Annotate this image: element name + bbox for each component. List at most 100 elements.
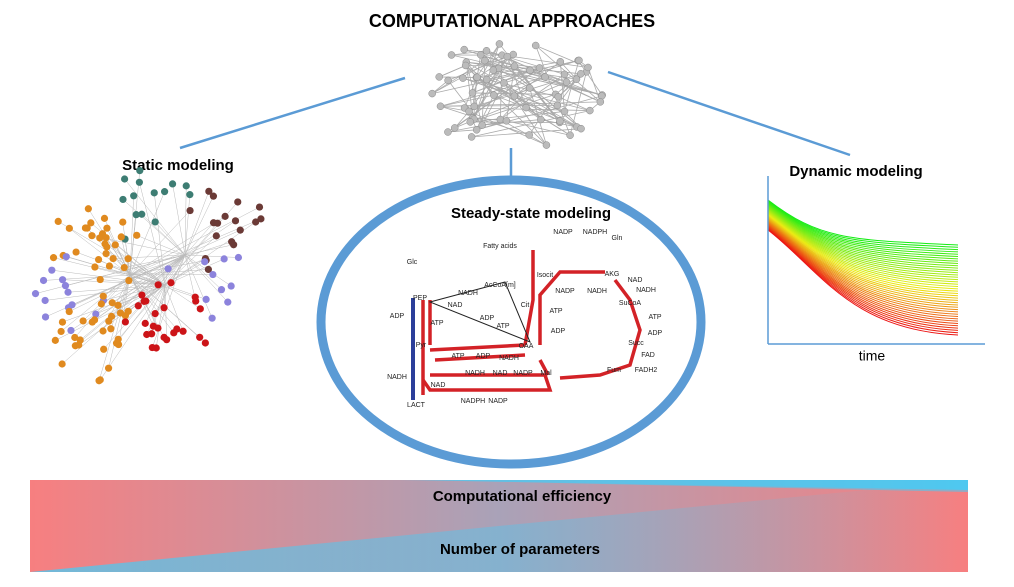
node bbox=[103, 243, 110, 250]
pathway-label: ADP bbox=[551, 328, 566, 335]
pathway-label: AcCoA[m] bbox=[484, 282, 516, 289]
node bbox=[142, 320, 149, 327]
node bbox=[503, 117, 510, 124]
node bbox=[112, 241, 119, 248]
node bbox=[466, 108, 473, 115]
pathway-label: Mal bbox=[540, 370, 552, 377]
pathway-label: Pyr bbox=[416, 342, 427, 349]
node bbox=[461, 46, 468, 53]
edge bbox=[173, 184, 185, 255]
node bbox=[58, 328, 65, 335]
node bbox=[152, 218, 159, 225]
node bbox=[526, 85, 533, 92]
node bbox=[252, 218, 259, 225]
node bbox=[504, 53, 511, 60]
node bbox=[55, 218, 62, 225]
node bbox=[103, 225, 110, 232]
edge bbox=[52, 270, 165, 285]
node bbox=[228, 238, 235, 245]
node bbox=[77, 336, 84, 343]
node bbox=[119, 218, 126, 225]
pathway-label: NAD bbox=[493, 370, 508, 377]
node bbox=[117, 309, 124, 316]
node bbox=[91, 316, 98, 323]
node bbox=[256, 203, 263, 210]
pathway-label: ATP bbox=[549, 308, 562, 315]
node bbox=[95, 377, 102, 384]
node bbox=[169, 180, 176, 187]
edge bbox=[185, 255, 238, 258]
node bbox=[586, 107, 593, 114]
node bbox=[203, 296, 210, 303]
node bbox=[483, 47, 490, 54]
node bbox=[459, 75, 466, 82]
pathway-label: NADPH bbox=[583, 229, 608, 236]
node bbox=[107, 325, 114, 332]
node bbox=[186, 191, 193, 198]
node bbox=[66, 308, 73, 315]
edge bbox=[76, 252, 165, 285]
node bbox=[197, 305, 204, 312]
node bbox=[526, 131, 533, 138]
node bbox=[150, 323, 157, 330]
node bbox=[100, 346, 107, 353]
steady-state-label: Steady-state modeling bbox=[451, 205, 611, 222]
node bbox=[436, 73, 443, 80]
pathway-label: ADP bbox=[648, 330, 663, 337]
node bbox=[196, 334, 203, 341]
node bbox=[210, 219, 217, 226]
node bbox=[209, 271, 216, 278]
node bbox=[537, 116, 544, 123]
node bbox=[98, 300, 105, 307]
node bbox=[555, 93, 562, 100]
node bbox=[32, 290, 39, 297]
node bbox=[79, 317, 86, 324]
node bbox=[115, 341, 122, 348]
node bbox=[585, 64, 592, 71]
node bbox=[66, 225, 73, 232]
node bbox=[222, 213, 229, 220]
node bbox=[213, 232, 220, 239]
edge bbox=[440, 95, 493, 106]
node bbox=[119, 196, 126, 203]
node bbox=[110, 255, 117, 262]
edge bbox=[137, 235, 185, 255]
pathway-label: ATP bbox=[496, 323, 509, 330]
node bbox=[536, 64, 543, 71]
node bbox=[133, 232, 140, 239]
node bbox=[84, 225, 91, 232]
pathway-label: Succ bbox=[628, 340, 644, 347]
pathway-label: ATP bbox=[451, 353, 464, 360]
static-network bbox=[32, 167, 265, 384]
node bbox=[109, 299, 116, 306]
node bbox=[52, 337, 59, 344]
pathway-label: NADH bbox=[636, 287, 656, 294]
node bbox=[42, 297, 49, 304]
steady-state-frame bbox=[321, 180, 701, 464]
node bbox=[59, 276, 66, 283]
node bbox=[42, 313, 49, 320]
node bbox=[102, 234, 109, 241]
node bbox=[511, 93, 518, 100]
pathway-label: Glc bbox=[407, 259, 418, 266]
node bbox=[511, 63, 518, 70]
pathway-label: LACT bbox=[407, 402, 426, 409]
node bbox=[483, 76, 490, 83]
pathway-label: AKG bbox=[605, 271, 620, 278]
node bbox=[183, 182, 190, 189]
node bbox=[554, 102, 561, 109]
node bbox=[143, 331, 150, 338]
pathway-label: Gln bbox=[612, 235, 623, 242]
node bbox=[63, 253, 70, 260]
node bbox=[125, 308, 132, 315]
node bbox=[149, 344, 156, 351]
node bbox=[237, 227, 244, 234]
node bbox=[125, 255, 132, 262]
node bbox=[523, 104, 530, 111]
node bbox=[96, 234, 103, 241]
node bbox=[97, 276, 104, 283]
node bbox=[138, 291, 145, 298]
x-axis-label: time bbox=[859, 348, 886, 364]
node bbox=[192, 298, 199, 305]
node bbox=[102, 250, 109, 257]
